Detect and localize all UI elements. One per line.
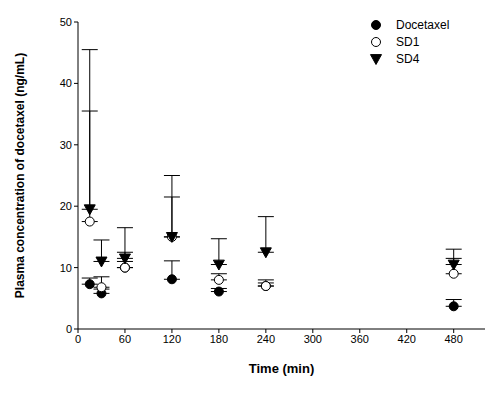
html-text:SD4: SD4: [396, 51, 420, 66]
html-text:SD1: SD1: [396, 34, 420, 49]
svg-text:20: 20: [60, 200, 72, 212]
svg-text:0: 0: [66, 323, 72, 335]
svg-text:0: 0: [75, 333, 81, 345]
svg-text:60: 60: [119, 333, 131, 345]
svg-text:40: 40: [60, 77, 72, 89]
svg-text:480: 480: [445, 333, 463, 345]
svg-text:360: 360: [351, 333, 369, 345]
svg-text:50: 50: [60, 16, 72, 28]
svg-text:240: 240: [257, 333, 275, 345]
svg-text:300: 300: [304, 333, 322, 345]
svg-text:Time (min): Time (min): [249, 361, 315, 376]
svg-text:120: 120: [163, 333, 181, 345]
svg-text:30: 30: [60, 139, 72, 151]
svg-text:Plasma concentration of doceta: Plasma concentration of docetaxel (ng/mL…: [13, 53, 27, 298]
svg-text:420: 420: [398, 333, 416, 345]
svg-text:180: 180: [210, 333, 228, 345]
html-text:Docetaxel: Docetaxel: [396, 17, 450, 32]
svg-text:10: 10: [60, 262, 72, 274]
